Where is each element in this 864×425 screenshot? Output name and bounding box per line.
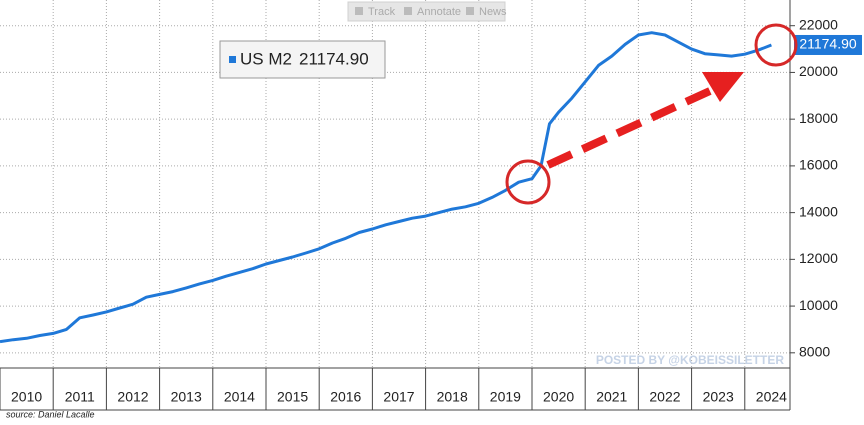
toolbar: Track Annotate News xyxy=(347,1,507,22)
y-tick-label: 22000 xyxy=(799,16,838,32)
toolbar-item[interactable]: News xyxy=(479,6,507,18)
y-tick-label: 20000 xyxy=(799,63,838,79)
highlight-circle xyxy=(505,159,551,205)
toolbar-item[interactable]: Annotate xyxy=(417,6,461,18)
x-tick-label: 2014 xyxy=(224,389,255,405)
toolbar-icon xyxy=(355,7,363,15)
trend-arrow xyxy=(546,86,714,169)
arrow-head xyxy=(702,72,744,102)
x-tick-label: 2013 xyxy=(171,389,202,405)
x-tick-label: 2023 xyxy=(703,389,734,405)
x-tick-label: 2011 xyxy=(65,389,95,405)
data-line xyxy=(0,31,772,344)
plot: 8000 10000 12000 14000 16000 18000 20000 22000 2… xyxy=(0,16,862,405)
watermark: POSTED BY @KOBEISSILETTER xyxy=(596,353,785,367)
y-tick-label: 12000 xyxy=(799,250,838,266)
y-tick-label: 18000 xyxy=(799,110,838,126)
toolbar-item[interactable]: Track xyxy=(368,6,396,18)
legend-swatch xyxy=(229,56,236,63)
source-note: source: Daniel Lacalle xyxy=(6,409,95,419)
toolbar-icon xyxy=(404,7,412,15)
x-tick-label: 2010 xyxy=(11,389,42,405)
toolbar-bg xyxy=(347,1,506,22)
x-tick-label: 2017 xyxy=(383,389,414,405)
y-tick-label: 8000 xyxy=(799,344,830,360)
x-tick-label: 2016 xyxy=(330,389,361,405)
x-tick-label: 2024 xyxy=(756,389,787,405)
last-value-label: 21174.90 xyxy=(799,36,857,52)
x-tick-label: 2018 xyxy=(437,389,468,405)
x-tick-label: 2012 xyxy=(117,389,148,405)
x-tick-label: 2019 xyxy=(490,389,521,405)
last-value-tag xyxy=(794,34,862,55)
legend: US M2 21174.90 xyxy=(219,40,386,79)
y-tick-label: 10000 xyxy=(799,297,838,313)
legend-label: US M2 xyxy=(240,49,292,68)
x-tick-label: 2020 xyxy=(543,389,574,405)
x-tick-label: 2022 xyxy=(649,389,680,405)
y-tick-label: 14000 xyxy=(799,203,838,219)
annotations xyxy=(505,23,798,205)
legend-value: 21174.90 xyxy=(299,49,369,68)
x-tick-label: 2015 xyxy=(277,389,308,405)
x-tick-label: 2021 xyxy=(596,389,627,405)
grid xyxy=(0,0,795,410)
legend-box xyxy=(219,40,386,79)
y-tick-label: 16000 xyxy=(799,157,838,173)
toolbar-icon xyxy=(466,7,474,15)
highlight-circle xyxy=(754,23,798,67)
